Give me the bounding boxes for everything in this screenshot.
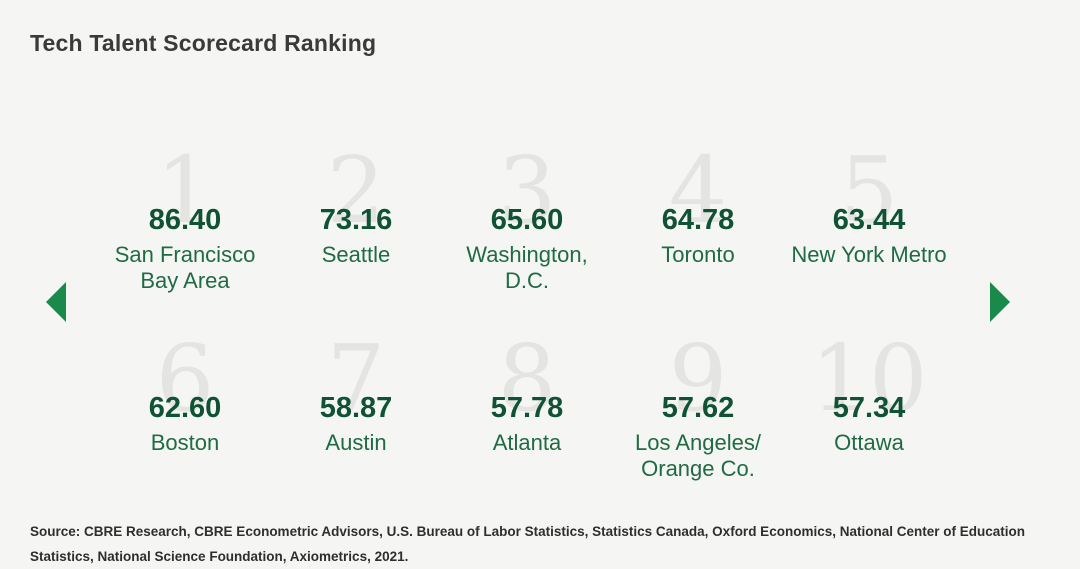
city-name: Ottawa [834,430,904,455]
score-value: 57.78 [490,392,564,424]
score-value: 73.16 [319,204,393,236]
rank-number: 3 [497,137,557,244]
ranking-entry: 2 73.16 Seattle [261,145,451,295]
city-name: Washington, D.C. [466,242,588,293]
ranking-entry: 6 62.60 Boston [90,333,280,483]
rank-number: 8 [497,325,557,432]
ranking-entry: 3 65.60 Washington, D.C. [432,145,622,295]
ranking-entry: 1 86.40 San Francisco Bay Area [90,145,280,295]
city-name: Atlanta [492,430,562,455]
city-name: New York Metro [791,242,947,267]
rank-number: 6 [155,325,215,432]
ranking-entry: 8 57.78 Atlanta [432,333,622,483]
score-value: 62.60 [148,392,222,424]
ranking-entry: 9 57.62 Los Angeles/ Orange Co. [603,333,793,483]
ranking-entry: 5 63.44 New York Metro [774,145,964,295]
city-name: Los Angeles/ Orange Co. [635,430,761,481]
score-value: 63.44 [832,204,906,236]
score-value: 58.87 [319,392,393,424]
ranking-entry: 7 58.87 Austin [261,333,451,483]
source-note: Source: CBRE Research, CBRE Econometric … [30,524,1025,564]
rank-number: 4 [668,137,728,244]
rank-number: 2 [326,137,386,244]
score-value: 64.78 [661,204,735,236]
score-value: 86.40 [148,204,222,236]
score-value: 57.62 [661,392,735,424]
score-value: 65.60 [490,204,564,236]
prev-arrow-icon[interactable] [46,282,66,322]
rank-number: 9 [668,325,728,432]
city-name: Boston [150,430,220,455]
score-value: 57.34 [832,392,906,424]
city-name: Austin [325,430,387,455]
city-name: San Francisco Bay Area [114,242,256,293]
rank-number: 10 [810,325,928,432]
city-name: Toronto [661,242,735,267]
city-name: Seattle [321,242,391,267]
rank-number: 5 [839,137,899,244]
rank-number: 1 [155,137,215,244]
ranking-entry: 4 64.78 Toronto [603,145,793,295]
next-arrow-icon[interactable] [990,282,1010,322]
ranking-entry: 10 57.34 Ottawa [774,333,964,483]
rank-number: 7 [326,325,386,432]
chart-title: Tech Talent Scorecard Ranking [30,30,377,56]
